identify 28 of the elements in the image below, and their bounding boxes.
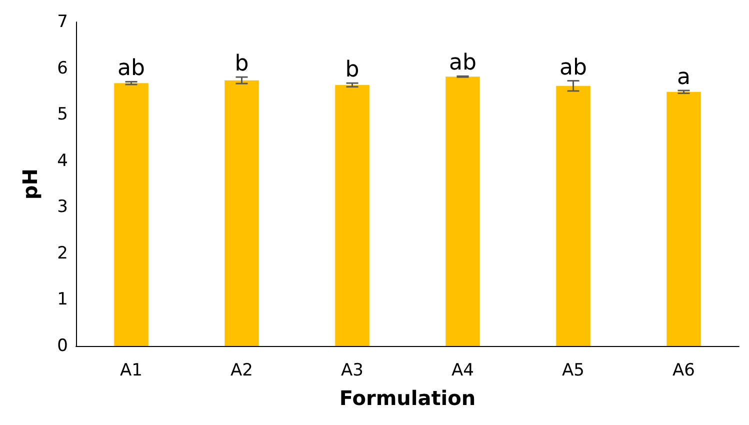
annotation: a [677,65,690,90]
annotation: ab [118,56,145,82]
y-tick-label: 6 [57,58,68,78]
bar [666,92,701,346]
y-axis-title: pH [18,168,42,200]
y-tick-label: 5 [57,104,68,125]
y-tick-label: 2 [57,243,68,264]
bar [114,83,148,346]
x-tick-label: A6 [672,360,695,380]
y-tick-label: 1 [57,290,68,310]
annotation: ab [560,55,587,80]
x-tick-label: A2 [230,360,253,380]
annotation: b [234,52,249,77]
x-tick-label: A1 [120,360,142,380]
bar [335,84,370,346]
y-tick-label: 0 [57,336,68,356]
x-tick-label: A3 [341,360,364,380]
y-tick-label: 4 [57,150,68,171]
x-tick-label: A5 [562,360,584,380]
annotation: ab [449,50,476,76]
x-tick-label: A4 [452,360,474,380]
bar [224,80,259,346]
x-axis-title: Formulation [339,386,476,410]
annotation: b [345,58,360,83]
bar [446,76,480,346]
bar [556,86,590,346]
y-tick-label: 3 [57,197,68,218]
y-tick-label: 7 [57,12,68,32]
